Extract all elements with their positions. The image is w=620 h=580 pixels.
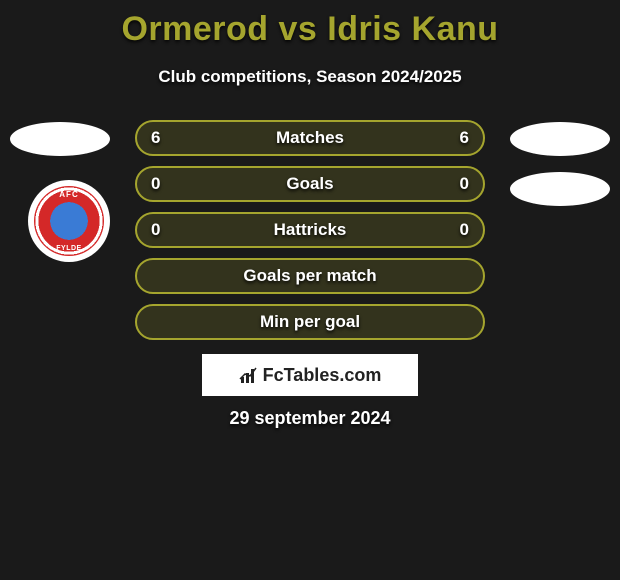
stat-label: Min per goal [137, 312, 483, 332]
club-crest: AFC FYLDE [28, 180, 110, 262]
crest-bottom-text: FYLDE [56, 245, 81, 252]
stat-label: Goals per match [137, 266, 483, 286]
crest-top-text: AFC [59, 190, 78, 199]
player-right-badge-2 [510, 172, 610, 206]
stat-row-goals-per-match: Goals per match [135, 258, 485, 294]
stat-right-value: 0 [460, 220, 469, 240]
player-right-badge [510, 122, 610, 156]
stat-row-goals: 0 Goals 0 [135, 166, 485, 202]
stat-left-value: 6 [151, 128, 160, 148]
brand-text: FcTables.com [263, 365, 382, 386]
stat-label: Goals [137, 174, 483, 194]
stat-row-matches: 6 Matches 6 [135, 120, 485, 156]
page-subtitle: Club competitions, Season 2024/2025 [0, 67, 620, 87]
stat-row-min-per-goal: Min per goal [135, 304, 485, 340]
player-left-badge [10, 122, 110, 156]
stat-label: Matches [137, 128, 483, 148]
stat-label: Hattricks [137, 220, 483, 240]
stat-right-value: 0 [460, 174, 469, 194]
bar-chart-icon [239, 365, 259, 385]
stat-left-value: 0 [151, 174, 160, 194]
stat-row-hattricks: 0 Hattricks 0 [135, 212, 485, 248]
club-crest-inner: AFC FYLDE [34, 186, 104, 256]
stats-table: 6 Matches 6 0 Goals 0 0 Hattricks 0 Goal… [135, 120, 485, 350]
brand-box: FcTables.com [202, 354, 418, 396]
stat-right-value: 6 [460, 128, 469, 148]
stat-left-value: 0 [151, 220, 160, 240]
date-text: 29 september 2024 [0, 408, 620, 429]
page-title: Ormerod vs Idris Kanu [0, 0, 620, 49]
